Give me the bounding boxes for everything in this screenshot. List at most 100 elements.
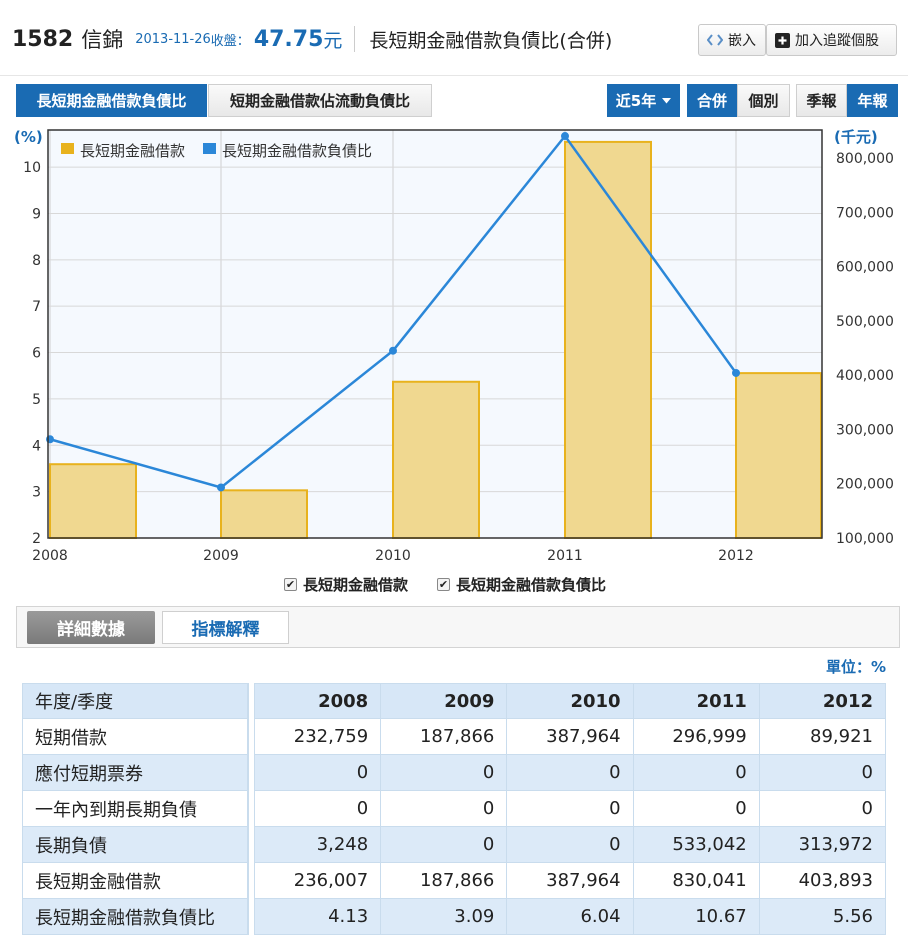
add-to-watchlist-button[interactable]: 加入追蹤個股 — [766, 24, 897, 56]
left-tick-label: 7 — [32, 299, 41, 315]
table-cell: 0 — [507, 755, 634, 791]
table-cell: 403,893 — [759, 863, 886, 899]
table-cell: 0 — [507, 827, 634, 863]
legend-swatch-bars — [61, 143, 74, 154]
table-header-row: 年度/季度 2008 2009 2010 2011 2012 — [22, 683, 886, 719]
right-axis-label: (千元) — [834, 128, 878, 146]
x-axis-ticks: 2008 2009 2010 2011 2012 — [32, 548, 754, 564]
bar — [735, 372, 822, 539]
line-point — [217, 483, 225, 492]
table-cell: 313,972 — [759, 827, 886, 863]
table-cell: 236,007 — [255, 863, 382, 899]
plot-frame — [47, 129, 823, 539]
bar — [220, 489, 308, 540]
right-tick-label: 700,000 — [836, 205, 894, 221]
table-cell: 387,964 — [507, 863, 634, 899]
table-cell: 0 — [759, 791, 886, 827]
table-cell: 187,866 — [381, 719, 508, 755]
toggle-line-series[interactable]: ✔ 長短期金融借款負債比 — [437, 573, 606, 595]
table-cell: 10.67 — [633, 899, 760, 935]
right-tick-label: 300,000 — [836, 422, 894, 438]
right-tick-label: 500,000 — [836, 314, 894, 330]
chart-legend: 長短期金融借款 長短期金融借款負債比 — [61, 142, 372, 160]
column-gap — [248, 683, 255, 719]
checkbox-icon: ✔ — [284, 577, 297, 591]
table-cell: 89,921 — [759, 719, 886, 755]
embed-button[interactable]: 嵌入 — [698, 24, 766, 56]
column-gap — [248, 719, 255, 755]
x-tick-label: 2010 — [375, 548, 411, 564]
x-tick-label: 2009 — [203, 548, 239, 564]
price-unit: 元 — [323, 29, 343, 52]
table-cell: 296,999 — [633, 719, 760, 755]
table-cell: 0 — [255, 791, 382, 827]
table-row: 長期負債 3,248 0 0 533,042 313,972 — [22, 827, 886, 863]
page-header: 1582 信錦 2013-11-26 收盤： 47.75 元 長短期金融借款負債… — [0, 0, 908, 76]
table-cell: 187,866 — [381, 863, 508, 899]
checkbox-icon: ✔ — [437, 577, 450, 591]
left-tick-label: 2 — [32, 531, 41, 547]
column-header: 2012 — [759, 683, 886, 719]
unit-label: 單位：% — [825, 658, 886, 676]
left-tick-label: 3 — [32, 485, 41, 501]
row-label: 應付短期票券 — [22, 755, 248, 791]
annual-toggle[interactable]: 年報 — [847, 84, 898, 117]
debt-ratio-chart: 2 3 4 5 6 7 8 9 10 100,000 200,000 300,000 400,000 5… — [14, 128, 894, 564]
tab-detail-data[interactable]: 詳細數據 — [27, 611, 155, 644]
row-label: 長短期金融借款 — [22, 863, 248, 899]
code-arrows-icon — [707, 34, 723, 46]
line-point — [389, 346, 397, 355]
close-label: 收盤： — [210, 33, 250, 49]
left-tick-label: 10 — [23, 160, 41, 176]
detail-table: 年度/季度 2008 2009 2010 2011 2012 短期借款 232,… — [22, 683, 886, 935]
range-dropdown[interactable]: 近5年 — [607, 84, 680, 117]
left-tick-label: 4 — [32, 438, 41, 454]
bar — [564, 140, 652, 539]
individual-toggle[interactable]: 個別 — [737, 84, 790, 117]
row-label: 一年內到期長期負債 — [22, 791, 248, 827]
bar — [49, 463, 137, 539]
table-row: 長短期金融借款負債比 4.13 3.09 6.04 10.67 5.56 — [22, 899, 886, 935]
quarterly-toggle[interactable]: 季報 — [796, 84, 847, 117]
tab-debt-ratio[interactable]: 長短期金融借款負債比 — [16, 84, 207, 117]
page-title: 長短期金融借款負債比(合併) — [369, 29, 613, 52]
left-axis-label: (%) — [14, 128, 43, 146]
consolidated-toggle[interactable]: 合併 — [687, 84, 737, 117]
stock-info: 1582 信錦 2013-11-26 收盤： 47.75 元 長短期金融借款負債… — [12, 22, 612, 56]
table-cell: 4.13 — [255, 899, 382, 935]
table-cell: 830,041 — [633, 863, 760, 899]
table-cell: 0 — [633, 791, 760, 827]
column-gap — [248, 827, 255, 863]
legend-swatch-line — [203, 143, 216, 154]
column-gap — [248, 899, 255, 935]
table-cell: 533,042 — [633, 827, 760, 863]
row-label: 短期借款 — [22, 719, 248, 755]
right-tick-label: 400,000 — [836, 368, 894, 384]
tab-short-term-ratio[interactable]: 短期金融借款佔流動負債比 — [208, 84, 432, 117]
toggle-bars-series[interactable]: ✔ 長短期金融借款 — [284, 573, 408, 595]
legend-label-line: 長短期金融借款負債比 — [222, 142, 372, 160]
right-axis-ticks: 100,000 200,000 300,000 400,000 500,000 600,0… — [836, 151, 894, 547]
table-row: 長短期金融借款 236,007 187,866 387,964 830,041 … — [22, 863, 886, 899]
tab-indicator-explanation[interactable]: 指標解釋 — [162, 611, 289, 644]
line-series — [46, 132, 740, 492]
table-cell: 0 — [759, 755, 886, 791]
right-tick-label: 100,000 — [836, 531, 894, 547]
stock-code: 1582 — [12, 26, 74, 52]
table-cell: 232,759 — [255, 719, 382, 755]
column-gap — [248, 863, 255, 899]
table-cell: 0 — [381, 827, 508, 863]
x-tick-label: 2012 — [718, 548, 754, 564]
column-header: 2010 — [507, 683, 634, 719]
range-label: 近5年 — [615, 92, 657, 110]
table-cell: 0 — [381, 755, 508, 791]
x-tick-label: 2008 — [32, 548, 68, 564]
embed-label: 嵌入 — [728, 33, 756, 49]
column-gap — [248, 791, 255, 827]
left-tick-label: 5 — [32, 392, 41, 408]
plus-square-icon — [775, 32, 790, 48]
table-cell: 0 — [633, 755, 760, 791]
left-tick-label: 6 — [32, 346, 41, 362]
table-row: 一年內到期長期負債 0 0 0 0 0 — [22, 791, 886, 827]
bar — [392, 380, 480, 540]
